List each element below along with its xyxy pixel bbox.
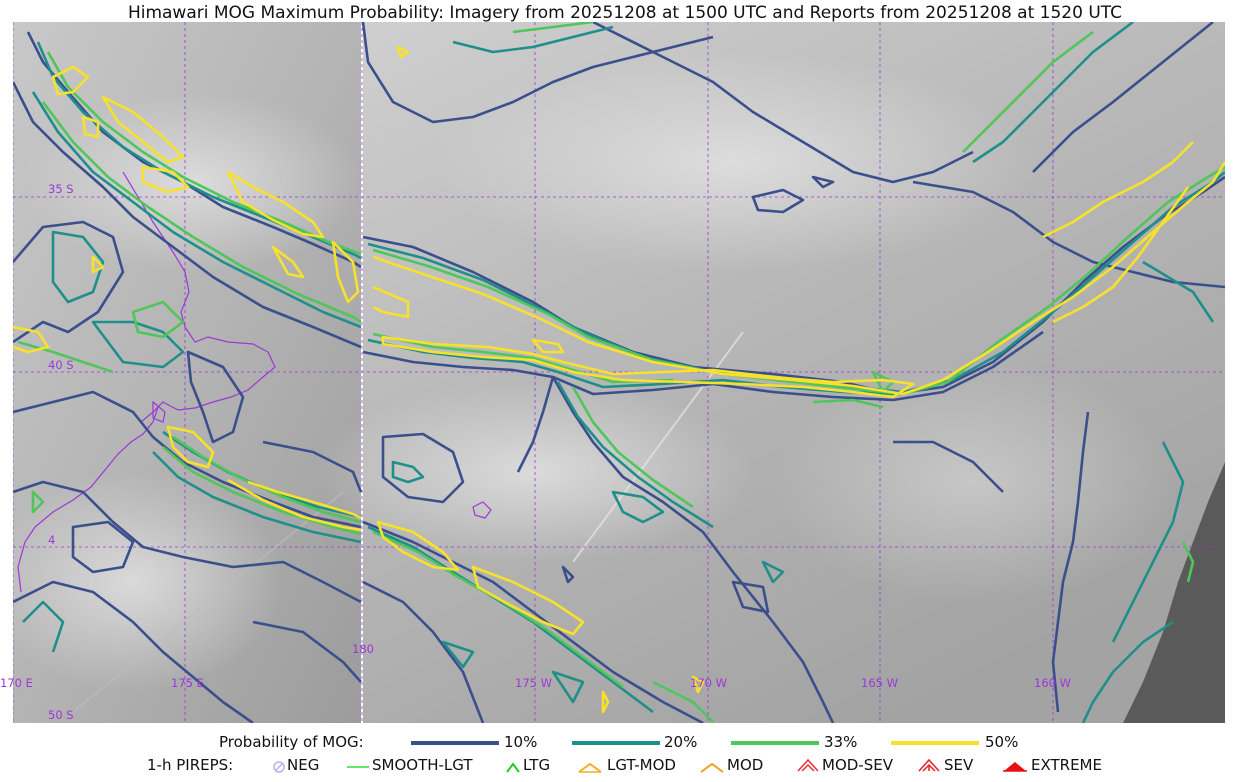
lon-label-165w: 165 W — [861, 676, 898, 690]
coastlines — [17, 171, 492, 593]
graticule — [13, 22, 1225, 723]
mod-sev-caret-icon — [797, 758, 819, 772]
pirep-label-lgt-mod: LGT-MOD — [607, 756, 676, 774]
mod-caret-icon — [700, 762, 724, 773]
legend-line-10pct — [411, 741, 499, 745]
extreme-caret-icon — [1003, 762, 1027, 772]
lat-label-45s: 4 — [48, 533, 56, 547]
pirep-label-mod: MOD — [727, 756, 764, 774]
legend-line-20pct — [572, 741, 660, 745]
pirep-legend: 1-h PIREPS: NEG SMOOTH-LGT LTG LGT-MOD M… — [0, 756, 1250, 778]
pirep-legend-title: 1-h PIREPS: — [147, 756, 234, 774]
lon-label-170w: 170 W — [690, 676, 727, 690]
satellite-map: 35 S 40 S 4 50 S 170 E 175 E 180 175 W 1… — [0, 22, 1225, 723]
lgt-mod-caret-icon — [578, 762, 602, 773]
legend-line-50pct — [891, 741, 979, 745]
sev-caret-icon — [918, 758, 940, 772]
contours-50pct — [13, 45, 1225, 714]
pirep-label-ltg: LTG — [523, 756, 551, 774]
probability-legend-title: Probability of MOG: — [219, 733, 364, 751]
lon-label-175w: 175 W — [515, 676, 552, 690]
legend-label-10pct: 10% — [504, 733, 538, 751]
probability-legend: Probability of MOG: 10% 20% 33% 50% — [0, 733, 1250, 755]
off-disk-region — [1123, 462, 1225, 723]
lat-label-50s: 50 S — [48, 708, 74, 722]
pirep-label-neg: NEG — [287, 756, 320, 774]
smooth-line-icon — [347, 766, 369, 768]
ltg-caret-icon — [506, 762, 520, 773]
map-title: Himawari MOG Maximum Probability: Imager… — [127, 3, 1123, 23]
legend-label-20pct: 20% — [664, 733, 698, 751]
legend-label-50pct: 50% — [985, 733, 1019, 751]
lat-label-35s: 35 S — [48, 182, 74, 196]
map-canvas — [13, 22, 1225, 723]
neg-circle-icon — [273, 761, 285, 773]
lon-label-175e: 175 E — [171, 676, 204, 690]
legend-line-33pct — [731, 741, 819, 745]
lat-label-40s: 40 S — [48, 358, 74, 372]
contours-10pct — [13, 22, 1225, 723]
pirep-label-sev: SEV — [944, 756, 974, 774]
pirep-label-extreme: EXTREME — [1031, 756, 1102, 774]
lon-label-180: 180 — [352, 642, 374, 656]
pirep-label-smooth-lgt: SMOOTH-LGT — [372, 756, 473, 774]
pirep-label-mod-sev: MOD-SEV — [822, 756, 893, 774]
lon-label-170e: 170 E — [0, 676, 33, 690]
legend-label-33pct: 33% — [824, 733, 858, 751]
lon-label-160w: 160 W — [1034, 676, 1071, 690]
